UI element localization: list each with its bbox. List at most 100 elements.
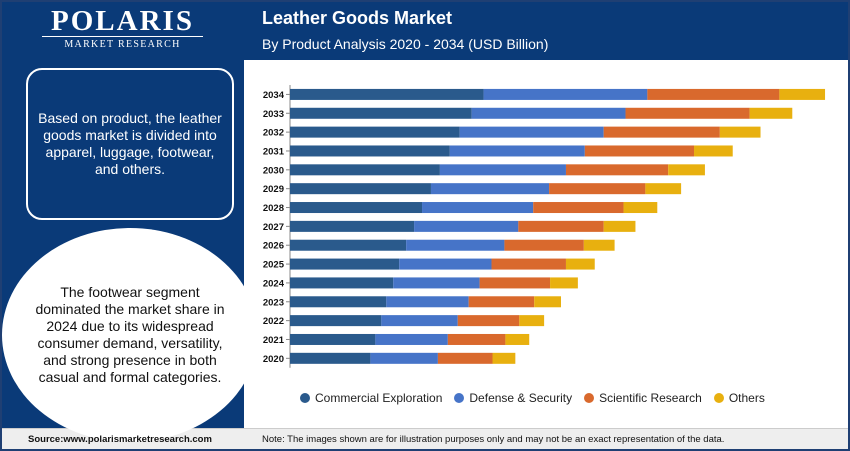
y-tick-label: 2033 <box>263 109 284 120</box>
footer-bar <box>0 428 850 451</box>
bar-segment-defense-security-2021 <box>375 333 448 345</box>
bar-segment-others-2030 <box>668 164 705 176</box>
bar-segment-defense-security-2032 <box>459 126 604 138</box>
bar-segment-scientific-research-2021 <box>447 333 506 345</box>
legend-label: Others <box>728 391 765 405</box>
legend-item: Defense & Security <box>454 391 572 405</box>
bar-segment-others-2034 <box>779 88 826 100</box>
bar-segment-scientific-research-2029 <box>549 183 646 195</box>
y-tick-label: 2027 <box>263 222 284 233</box>
bar-segment-defense-security-2022 <box>381 315 458 327</box>
bar-segment-scientific-research-2026 <box>504 239 584 251</box>
bar-segment-scientific-research-2034 <box>647 88 780 100</box>
bar-segment-commercial-exploration-2020 <box>290 352 371 364</box>
source-text: Source:www.polarismarketresearch.com <box>28 434 212 445</box>
bar-segment-commercial-exploration-2027 <box>290 220 415 232</box>
chart-subtitle: By Product Analysis 2020 - 2034 (USD Bil… <box>262 36 549 52</box>
bar-segment-commercial-exploration-2029 <box>290 183 431 195</box>
bar-segment-others-2033 <box>749 107 793 119</box>
insight-text: The footwear segment dominated the marke… <box>35 284 225 385</box>
bar-segment-defense-security-2028 <box>422 202 534 214</box>
y-tick-label: 2028 <box>263 203 284 214</box>
legend-label: Commercial Exploration <box>315 391 443 405</box>
bar-segment-defense-security-2027 <box>414 220 519 232</box>
bar-segment-defense-security-2025 <box>399 258 492 270</box>
bar-segment-defense-security-2031 <box>449 145 585 157</box>
bar-segment-others-2031 <box>694 145 733 157</box>
bar-segment-scientific-research-2028 <box>533 202 624 214</box>
legend-swatch <box>713 393 724 403</box>
y-tick-label: 2020 <box>263 354 284 365</box>
bar-segment-scientific-research-2027 <box>518 220 604 232</box>
y-tick-label: 2021 <box>263 335 285 346</box>
stacked-bar-chart: 2034 2033 2032 2031 2030 2029 2028 2027 2026 2025… <box>244 60 850 428</box>
legend-swatch <box>300 393 310 403</box>
bar-segment-scientific-research-2031 <box>584 145 695 157</box>
legend-swatch <box>454 393 465 403</box>
bar-segment-commercial-exploration-2033 <box>290 107 472 119</box>
logo-tagline: MARKET RESEARCH <box>42 36 203 51</box>
bar-segment-commercial-exploration-2026 <box>290 239 407 251</box>
bar-segment-others-2027 <box>603 220 636 232</box>
legend-item: Others <box>713 391 765 405</box>
chart-legend: Commercial Exploration Defense & Security… <box>300 390 765 406</box>
logo-name: POLARIS <box>51 5 194 37</box>
bar-segment-scientific-research-2032 <box>603 126 720 138</box>
bar-segment-defense-security-2024 <box>393 277 480 289</box>
bar-segment-commercial-exploration-2024 <box>290 277 394 289</box>
bar-segment-defense-security-2034 <box>483 88 648 100</box>
chart-title: Leather Goods Market <box>262 8 453 28</box>
legend-swatch <box>584 393 595 403</box>
bar-segment-commercial-exploration-2021 <box>290 333 376 345</box>
bar-segment-scientific-research-2025 <box>491 258 566 270</box>
bar-segment-commercial-exploration-2034 <box>290 88 484 100</box>
bar-segment-others-2026 <box>583 239 615 251</box>
bar-segment-defense-security-2033 <box>471 107 626 119</box>
bar-segment-scientific-research-2022 <box>457 315 520 327</box>
bar-segment-commercial-exploration-2022 <box>290 315 382 327</box>
y-tick-label: 2024 <box>263 278 285 289</box>
y-tick-label: 2031 <box>263 146 285 157</box>
bar-segment-others-2024 <box>550 277 578 289</box>
bar-segment-scientific-research-2024 <box>479 277 551 289</box>
bar-segment-others-2021 <box>505 333 530 345</box>
segmentation-box: Based on product, the leather goods mark… <box>26 68 234 220</box>
bar-segment-commercial-exploration-2032 <box>290 126 460 138</box>
y-tick-label: 2032 <box>263 128 284 139</box>
bar-segment-defense-security-2029 <box>430 183 550 195</box>
y-tick-label: 2034 <box>263 90 285 101</box>
bar-segment-defense-security-2020 <box>370 352 438 364</box>
bar-segment-scientific-research-2030 <box>565 164 669 176</box>
legend-label: Defense & Security <box>469 391 573 405</box>
bar-segment-commercial-exploration-2023 <box>290 296 387 308</box>
polaris-logo: POLARIS MARKET RESEARCH <box>30 6 215 54</box>
bar-segment-defense-security-2026 <box>406 239 505 251</box>
bar-segment-others-2022 <box>519 315 545 327</box>
bar-segment-others-2025 <box>565 258 595 270</box>
bar-segment-others-2028 <box>623 202 658 214</box>
y-tick-label: 2025 <box>263 260 285 271</box>
bar-segment-commercial-exploration-2031 <box>290 145 450 157</box>
segmentation-text: Based on product, the leather goods mark… <box>38 110 222 177</box>
bar-segment-commercial-exploration-2025 <box>290 258 400 270</box>
bar-segment-others-2032 <box>719 126 761 138</box>
y-tick-label: 2022 <box>263 316 284 327</box>
y-tick-label: 2026 <box>263 241 284 252</box>
bar-segment-scientific-research-2023 <box>468 296 535 308</box>
bar-segment-others-2020 <box>492 352 516 364</box>
bar-segment-defense-security-2023 <box>386 296 469 308</box>
legend-label: Scientific Research <box>599 391 702 405</box>
chart-canvas: 2034 2033 2032 2031 2030 2029 2028 2027 2026 2025… <box>263 85 826 368</box>
bar-segment-scientific-research-2033 <box>625 107 750 119</box>
bar-segment-scientific-research-2020 <box>437 352 493 364</box>
header-bar <box>0 0 850 60</box>
bar-segment-commercial-exploration-2028 <box>290 202 423 214</box>
disclaimer-note: Note: The images shown are for illustrat… <box>262 434 725 445</box>
bar-segment-commercial-exploration-2030 <box>290 164 440 176</box>
bar-segment-others-2029 <box>645 183 682 195</box>
legend-item: Commercial Exploration <box>300 391 442 405</box>
bar-segment-others-2023 <box>534 296 561 308</box>
y-tick-label: 2029 <box>263 184 284 195</box>
bar-segment-defense-security-2030 <box>439 164 566 176</box>
